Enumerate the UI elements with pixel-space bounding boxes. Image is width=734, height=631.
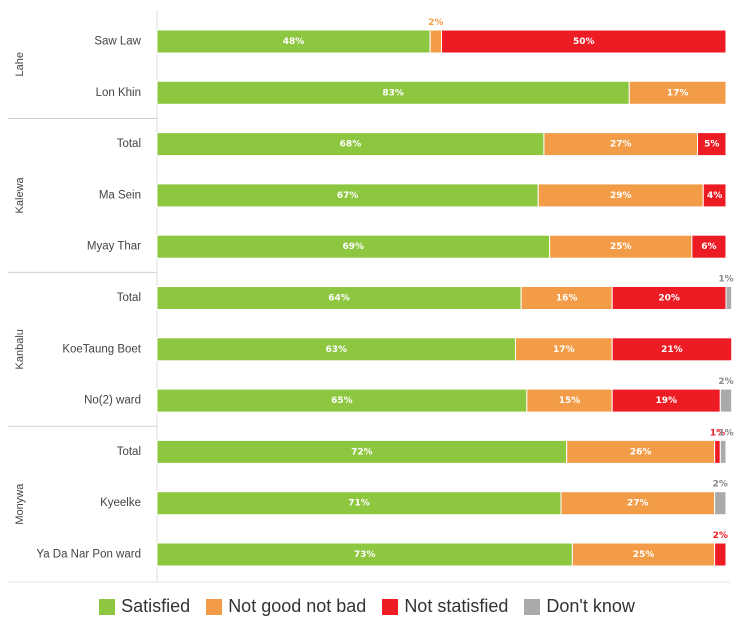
category-label: Ya Da Nar Pon ward [36,549,141,561]
legend: Satisfied Not good not bad Not statisfie… [0,596,734,617]
bar-row-3: Ma Sein 67% 29% 4% [99,183,727,208]
bar-segment-not-statisfied [697,132,727,157]
group-labels: Lahe Kalewa Kanbalu Monywa [8,52,157,525]
category-label: Saw Law [94,36,141,48]
bar-segment-not-good-not-bad [628,80,727,105]
bar-row-9: Kyeelke 71% 27% 2% [100,480,728,516]
group-label-kalewa: Kalewa [14,176,26,213]
legend-label-dont-know: Don't know [546,596,635,616]
bar-row-0: Saw Law 48% 50% 2% [94,18,727,54]
legend-item-not-good-not-bad: Not good not bad [206,596,366,617]
bar-row-1: Lon Khin 83% 17% [96,80,727,105]
data-label: 17% [553,345,575,355]
data-label-outside: 2% [718,377,733,387]
data-label-outside: 2% [428,18,443,28]
legend-item-satisfied: Satisfied [99,596,190,617]
group-label-kanbalu: Kanbalu [14,329,26,369]
category-label: No(2) ward [84,395,141,407]
data-label-outside: 2% [713,531,728,541]
bar-row-5: Total 64% 16% 20% 1% [117,275,734,310]
data-label: 17% [667,88,689,98]
bar-segment-not-statisfied [702,183,727,208]
legend-item-dont-know: Don't know [524,596,635,617]
legend-label-satisfied: Satisfied [121,596,191,616]
data-label-outside: 1% [718,275,733,285]
category-label: Ma Sein [99,189,141,201]
stacked-bar-chart: Lahe Kalewa Kanbalu Monywa Saw Law 48% 50% 2% L… [8,10,734,583]
data-label: 6% [701,242,716,252]
legend-swatch-not-good-not-bad [206,598,223,615]
data-label-outside: 1% [718,428,733,438]
bar-segment-not-statisfied [714,439,721,464]
data-label: 21% [661,345,683,355]
legend-swatch-not-statisfied [382,598,399,615]
category-label: Total [117,446,141,458]
data-label: 27% [627,499,649,509]
bar-segment-not-statisfied [441,29,727,54]
data-label: 20% [658,294,680,304]
data-label: 71% [348,499,370,509]
data-label: 63% [325,345,347,355]
data-label: 26% [630,447,652,457]
data-label-outside: 2% [713,480,728,490]
bars: Saw Law 48% 50% 2% Lon Khin 83% 17% Total 68% 27%… [36,18,734,567]
bar-segment-don-t-know [719,439,727,464]
category-label: Total [117,292,141,304]
bar-row-8: Total 72% 26% 1%1% [117,428,734,464]
data-label: 29% [610,191,632,201]
bar-segment-not-good-not-bad [429,29,442,54]
bar-row-10: Ya Da Nar Pon ward 73% 25% 2% [36,531,728,567]
data-label: 83% [382,88,404,98]
bar-segment-not-statisfied [714,542,727,567]
data-label: 64% [328,294,350,304]
data-label: 68% [340,140,362,150]
bar-segment-don-t-know [714,491,727,516]
data-label: 4% [707,191,722,201]
data-label: 65% [331,396,353,406]
data-label: 25% [633,550,655,560]
data-label: 48% [283,37,305,47]
group-label-lahe: Lahe [14,52,26,76]
category-label: KoeTaung Boet [62,343,141,355]
bar-segment-don-t-know [725,286,733,310]
data-label: 73% [354,550,376,560]
bar-row-6: KoeTaung Boet 63% 17% 21% [62,337,733,362]
data-label: 25% [610,242,632,252]
category-label: Myay Thar [87,241,141,253]
legend-swatch-satisfied [99,598,116,615]
data-label: 72% [351,447,373,457]
bar-segment-not-statisfied [611,337,733,362]
legend-item-not-statisfied: Not statisfied [382,596,508,617]
data-label: 15% [559,396,581,406]
bar-segment-don-t-know [719,388,733,413]
bar-segment-not-statisfied [691,234,727,259]
data-label: 5% [704,140,719,150]
category-label: Kyeelke [100,497,141,509]
data-label: 67% [337,191,359,201]
bar-row-4: Myay Thar 69% 25% 6% [87,234,727,259]
bar-row-7: No(2) ward 65% 15% 19% 2% [84,377,734,413]
group-label-monywa: Monywa [14,483,26,525]
bar-row-2: Total 68% 27% 5% [117,132,727,157]
category-label: Lon Khin [96,87,141,99]
data-label-outside: 1% [710,428,725,438]
data-label: 27% [610,140,632,150]
data-label: 50% [573,37,595,47]
legend-label-not-good-not-bad: Not good not bad [228,596,367,616]
data-label: 16% [556,294,578,304]
legend-label-not-statisfied: Not statisfied [404,596,509,616]
data-label: 19% [655,396,677,406]
legend-swatch-dont-know [524,598,541,615]
data-label: 69% [343,242,365,252]
category-label: Total [117,138,141,150]
